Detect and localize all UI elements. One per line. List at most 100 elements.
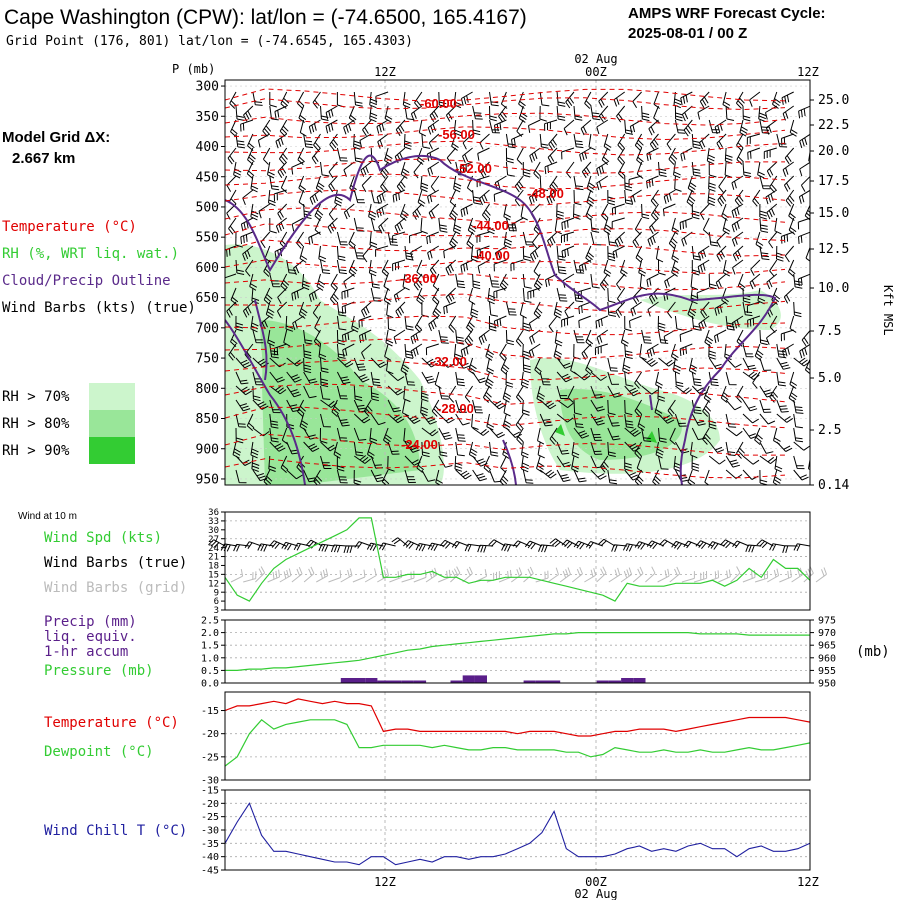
wind-barb [590,427,603,441]
wind-barb [383,273,391,291]
wind-speed-line [224,517,811,602]
wind-barb [639,273,648,291]
wind-barb [520,203,528,221]
wind-barb [590,105,601,121]
wind-barb [635,245,644,263]
wind-barb [780,329,794,342]
wind-barb [655,245,664,263]
wind-barb [641,105,650,122]
y-tick-label: 33 [208,517,219,527]
wind-barb [252,329,264,344]
wind-barb [788,203,796,221]
wind-barb [467,217,477,235]
wind-barb [311,147,321,165]
wind-barb [303,357,312,374]
wind-barb [319,427,328,444]
wind-barb-true [269,540,287,550]
wind-barb [549,427,558,445]
wind-barb [527,287,541,300]
wind-barb-true [244,541,262,549]
wind-barb [387,231,398,246]
wind-barb [714,301,727,316]
wind-barb [252,427,270,437]
wind-barb [227,147,237,165]
temperature-contour [225,239,786,257]
wind-barb [453,217,462,235]
wind-barb [750,259,761,276]
wind-barb [362,119,372,137]
wind-barb [544,119,558,131]
wind-barb-true [257,543,274,552]
wind-barb [797,217,810,230]
wind-barb [704,329,714,347]
wind-barb [420,385,429,402]
wind-barb [585,203,593,221]
wind-barb [410,245,423,260]
wind-barb [336,455,345,472]
wind-barb [269,413,279,429]
wind-barb-true [427,542,445,552]
y-tick-label: 600 [196,261,219,276]
wind-barb [387,455,395,472]
wind-barb [341,329,355,343]
temp-contour-label: -36.00 [400,271,437,286]
wind-barb [400,357,410,375]
wind-barb-true [598,538,616,547]
wind-barb [706,147,716,165]
wind-barb [336,231,348,246]
wind-barb [598,105,609,123]
temperature-contour [225,433,785,456]
wind-barb [573,399,582,416]
wind-barb [384,147,393,165]
wind-barb [274,245,287,259]
wind-barb [647,231,659,247]
wind-barb [263,469,273,485]
wind-barb [600,455,609,473]
temperature-contour [225,259,786,274]
wind-barb [724,147,733,164]
y-tick-label: 12 [208,579,219,589]
y-tick-label: 9 [214,588,219,598]
y-tick-label: -40 [201,852,219,863]
wind-barb [522,245,531,262]
wind-barb [251,455,260,472]
wind-barb [318,343,327,361]
wind-barb-true [403,540,421,549]
wind-barb [510,259,524,272]
height-tick-label: 25.0 [818,93,849,108]
wind-barb [303,385,317,399]
wind-barb [632,231,642,249]
precip-bar [633,678,646,683]
wind-barb-grid [243,571,257,583]
temp-contour-label: -44.00 [472,218,509,233]
wind-barb-grid [255,566,266,583]
wind-barb [337,357,354,368]
wind-barb [636,455,644,473]
precip-bars [340,675,646,683]
wind-barb [776,441,793,452]
wind-barb [353,189,365,204]
wind-barb-true [745,544,762,553]
wind-barb [765,189,778,205]
wind-barb [624,371,634,387]
precip-bar [548,680,561,683]
wind-barb [691,371,702,387]
wind-barb [561,315,575,328]
wind-barb-grid [523,566,534,583]
wind-barb [296,231,305,249]
wind-barb [641,427,652,442]
wind-barb [708,371,719,387]
y-tick-label: -20 [201,799,219,810]
wind-barb [301,273,310,291]
wind-barb [368,203,377,221]
wind-barb [516,147,524,165]
wind-barb-grid [352,569,366,583]
wind-barb [567,385,575,403]
wind-barb [617,161,626,179]
temperature-contour [225,338,786,359]
wind-barb [601,147,610,165]
wind-barb [599,273,609,291]
wind-barb [691,161,701,177]
